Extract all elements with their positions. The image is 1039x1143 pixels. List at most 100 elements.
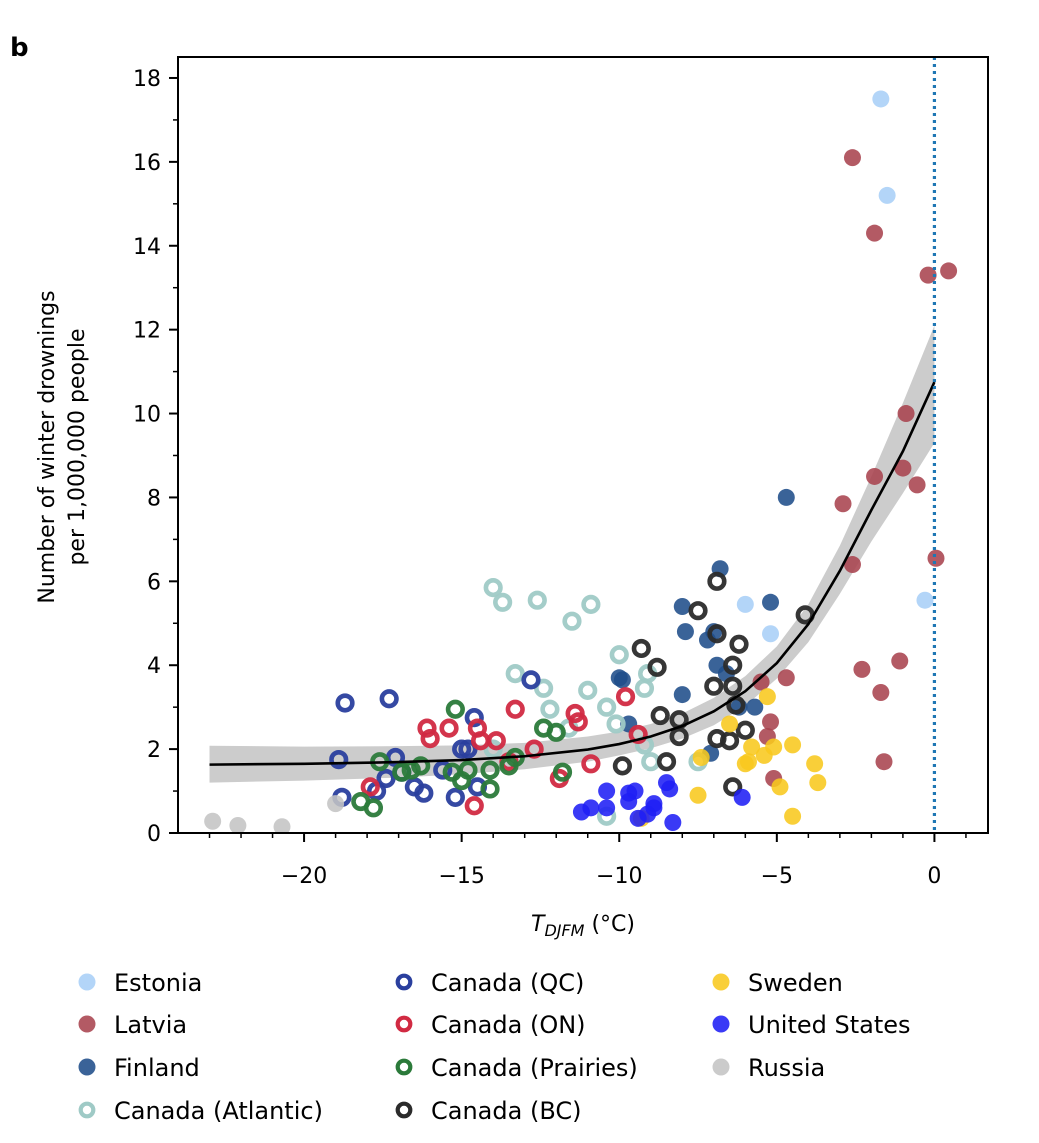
data-point [439,718,459,738]
data-point [676,623,694,641]
data-point [360,777,380,797]
legend-label: Latvia [114,1011,187,1039]
y-axis-label-line1: Number of winter drownings [35,290,60,603]
y-tick-label: 6 [147,570,161,595]
data-point [581,754,601,774]
data-point [872,90,890,108]
data-point [581,594,601,614]
data-point [746,698,764,716]
data-point [806,755,824,773]
data-point [843,556,861,574]
data-point [664,814,682,832]
data-point [521,670,541,690]
data-point [739,753,757,771]
legend-marker [78,1015,96,1033]
data-point [505,699,525,719]
data-point [723,676,743,696]
data-point [480,779,500,799]
x-axis-label-unit: (°C) [584,912,635,937]
data-point [562,611,582,631]
data-point [480,760,500,780]
data-point [620,793,638,811]
data-point [853,660,871,678]
data-point [540,699,560,719]
data-point [897,405,915,423]
data-point [919,266,937,284]
series-canada-bc [612,571,815,797]
legend-marker [712,973,730,991]
x-tick-label: −20 [281,864,327,889]
data-point [872,683,890,701]
data-point [866,467,884,485]
data-point [688,601,708,621]
x-axis-label-sub: DJFM [544,921,584,940]
data-point [752,673,770,691]
data-point [452,739,472,759]
data-point [721,715,739,733]
data-point [661,780,679,798]
fit-line [209,381,936,766]
x-axis: −20 −15 −10 −5 0 [208,833,967,889]
y-tick-label: 8 [147,486,161,511]
x-tick-label: 0 [927,864,941,889]
data-point [606,714,626,734]
data-point [628,724,648,745]
data-point [486,731,506,751]
data-point [392,762,412,782]
data-point [735,720,755,740]
data-point [843,149,861,167]
legend-label: Canada (ON) [431,1011,586,1039]
series-estonia [736,90,934,643]
data-point [615,687,636,707]
series-canada-on [360,687,648,816]
x-axis-label-main: T [531,912,546,937]
data-point [351,791,371,812]
data-point [445,787,465,807]
y-tick-label: 2 [147,738,161,763]
legend-label: United States [748,1011,911,1039]
legend-item: Sweden [712,969,843,997]
data-point [647,657,667,677]
data-point [379,689,399,709]
data-point [329,749,349,770]
data-point [629,809,647,827]
legend-item: Russia [712,1054,825,1082]
plot-area [177,56,989,834]
data-point [598,799,616,817]
data-point [673,686,691,704]
x-tick-label: −10 [596,864,642,889]
data-point [568,712,588,732]
series-canada-prairies [351,699,573,818]
legend-marker [78,1058,96,1076]
data-point [483,578,503,598]
data-point [723,777,743,797]
series-sweden [632,688,827,827]
legend-marker [395,1015,413,1033]
legend-marker [395,973,413,991]
legend-marker [395,1058,413,1076]
data-point [809,774,827,792]
legend-item: Estonia [78,969,202,997]
data-point [458,739,478,759]
y-axis: 0 2 4 6 8 10 12 14 16 18 [133,67,178,847]
legend-marker [712,1058,730,1076]
data-point [417,718,437,738]
data-point [204,812,222,830]
series-latvia [752,149,958,787]
data-point [445,699,465,719]
data-point [505,664,525,684]
data-point [940,262,958,280]
data-point [609,645,629,665]
data-point [634,678,655,698]
legend-marker [78,1101,96,1119]
data-point [527,590,547,610]
data-point [273,818,291,833]
data-point [834,495,852,513]
data-point [534,678,554,698]
data-point [733,788,751,806]
data-point [777,488,795,506]
data-point [650,705,670,726]
data-point [771,778,789,796]
data-point [743,738,761,756]
